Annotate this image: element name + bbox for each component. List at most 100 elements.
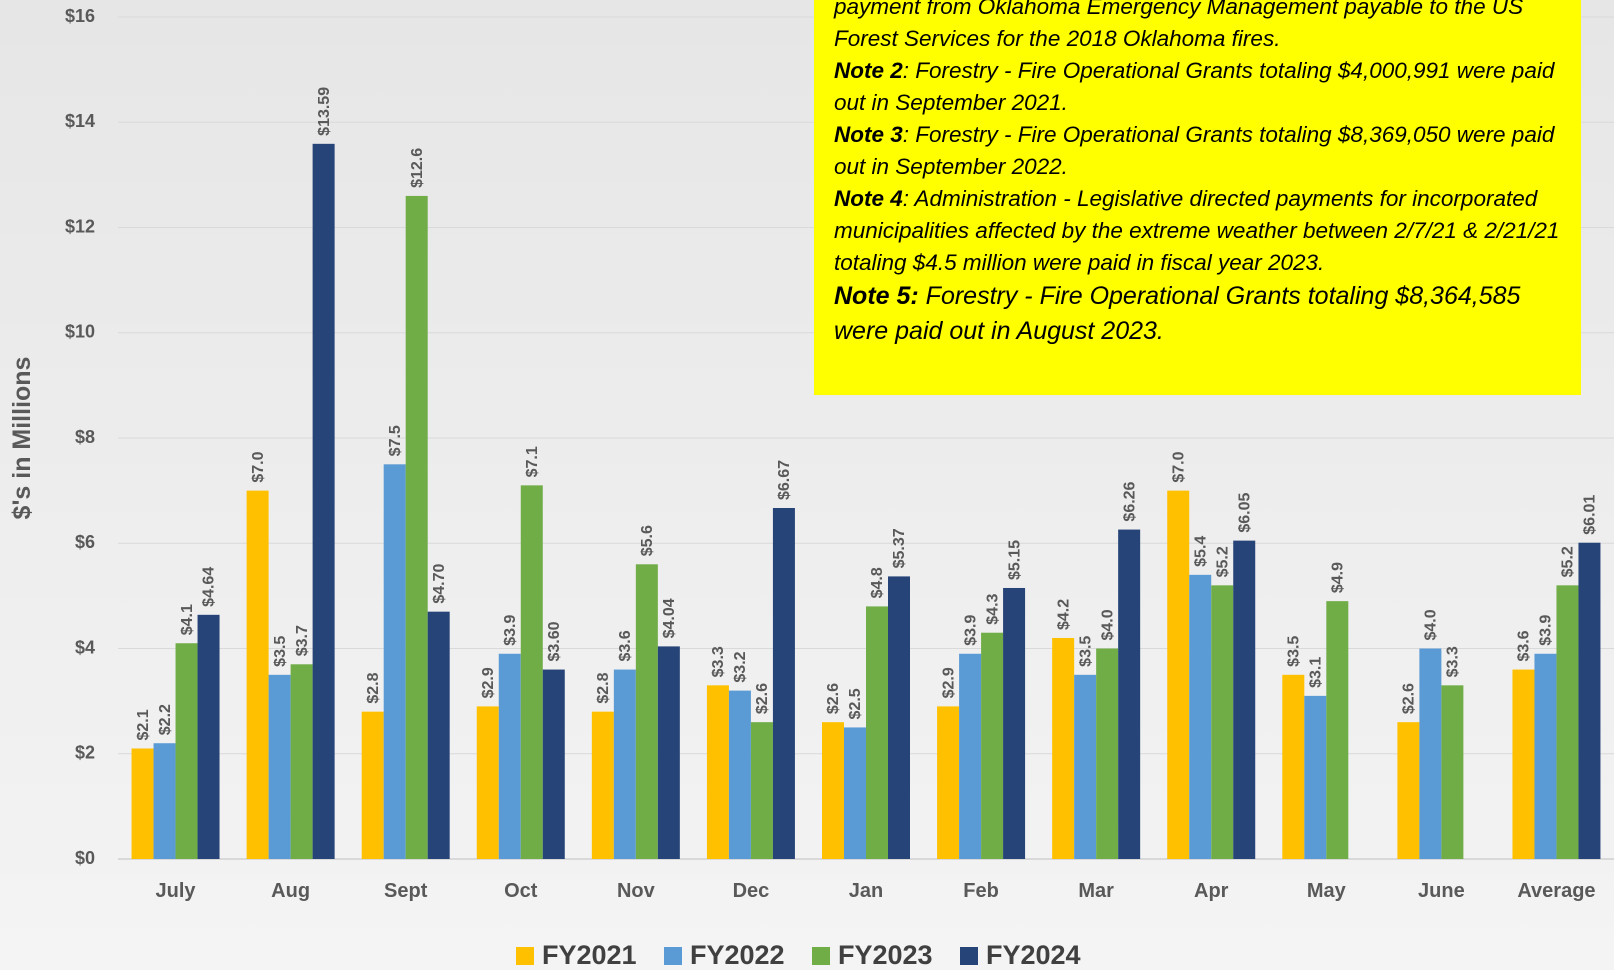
bar — [476, 706, 499, 859]
data-label: $5.2 — [1214, 546, 1231, 577]
bar — [750, 722, 773, 859]
y-axis-title: $'s in Millions — [8, 357, 36, 520]
data-label: $5.15 — [1006, 540, 1023, 580]
legend-label: FY2023 — [838, 940, 933, 970]
y-tick-label: $4 — [75, 637, 95, 657]
y-tick-label: $10 — [65, 322, 95, 342]
bar — [1052, 637, 1075, 859]
data-label: $4.04 — [661, 598, 678, 638]
bar — [1578, 542, 1601, 859]
bar — [1326, 601, 1349, 859]
bar — [981, 632, 1004, 859]
legend-label: FY2024 — [986, 940, 1081, 970]
note-text: : Forestry - Fire Operational Grants tot… — [834, 58, 1555, 115]
data-label: $2.9 — [480, 667, 497, 698]
bar — [1304, 695, 1327, 859]
y-tick-label: $2 — [75, 743, 95, 763]
data-label: $3.5 — [1286, 636, 1303, 667]
bar — [383, 464, 406, 859]
y-tick-label: $16 — [65, 6, 95, 26]
bar — [772, 507, 795, 859]
y-tick-label: $12 — [65, 216, 95, 236]
data-label: $12.6 — [409, 148, 426, 188]
y-tick-label: $0 — [75, 848, 95, 868]
x-tick-label: Nov — [617, 880, 656, 902]
data-label: $3.60 — [546, 621, 563, 661]
bar — [959, 653, 982, 859]
data-label: $3.5 — [272, 636, 289, 667]
bar — [635, 564, 658, 859]
data-label: $3.9 — [502, 615, 519, 646]
bar — [405, 195, 428, 860]
note: Note 4: Administration - Legislative dir… — [834, 183, 1561, 279]
bar — [706, 685, 729, 859]
data-label: $7.5 — [387, 425, 404, 456]
bar — [822, 722, 844, 859]
data-label: $3.3 — [710, 646, 727, 677]
data-label: $2.8 — [595, 672, 612, 703]
bar — [1419, 648, 1442, 859]
note-text: : Administration - Legislative directed … — [834, 186, 1560, 275]
bar — [1096, 648, 1119, 859]
data-label: $6.67 — [776, 460, 793, 500]
data-label: $2.2 — [157, 704, 174, 735]
bar — [312, 143, 335, 860]
note-label: Note 3 — [834, 122, 903, 147]
bar — [591, 711, 614, 859]
note-text: Forestry - Fire Operational Grants total… — [834, 282, 1521, 345]
note-text: : Forestry - Fire Operational Grants tot… — [834, 122, 1555, 179]
note: Note 5: Forestry - Fire Operational Gran… — [834, 279, 1561, 349]
note-text: payment from Oklahoma Emergency Manageme… — [834, 0, 1524, 51]
bar — [1441, 685, 1464, 859]
data-label: $2.1 — [135, 709, 152, 740]
data-label: $3.1 — [1308, 657, 1325, 688]
data-label: $2.8 — [365, 672, 382, 703]
bar — [1189, 574, 1212, 859]
data-label: $2.9 — [940, 667, 957, 698]
bar — [613, 669, 636, 859]
legend-swatch — [664, 947, 682, 965]
bar — [1167, 490, 1190, 859]
data-label: $7.1 — [524, 446, 541, 477]
data-label: $5.37 — [891, 528, 908, 568]
x-tick-label: Jan — [849, 880, 883, 902]
note-label: Note 4 — [834, 186, 903, 211]
bar — [937, 706, 960, 859]
data-label: $5.4 — [1192, 536, 1209, 567]
bar — [844, 727, 866, 859]
bar — [1118, 529, 1141, 859]
x-tick-label: Average — [1517, 880, 1595, 902]
data-label: $4.9 — [1330, 562, 1347, 593]
data-label: $4.64 — [201, 567, 218, 607]
bar — [657, 646, 680, 859]
data-label: $3.6 — [617, 630, 634, 661]
legend-label: FY2022 — [690, 940, 785, 970]
x-tick-label: May — [1307, 880, 1347, 902]
data-label: $6.01 — [1582, 495, 1599, 535]
bar — [520, 485, 543, 859]
note: Note 3: Forestry - Fire Operational Gran… — [834, 119, 1561, 183]
legend-label: FY2021 — [542, 940, 637, 970]
data-label: $5.2 — [1560, 546, 1577, 577]
data-label: $3.5 — [1077, 636, 1094, 667]
bar — [1512, 669, 1535, 859]
data-label: $2.6 — [754, 683, 771, 714]
x-tick-label: Mar — [1078, 880, 1114, 902]
x-tick-label: Aug — [271, 880, 310, 902]
bar — [246, 490, 269, 859]
bar — [175, 643, 198, 859]
legend-swatch — [516, 947, 534, 965]
x-tick-label: Sept — [384, 880, 428, 902]
bar — [498, 653, 521, 859]
bar — [361, 711, 384, 859]
data-label: $5.6 — [639, 525, 656, 556]
data-label: $2.6 — [825, 683, 842, 714]
x-tick-label: July — [156, 880, 197, 902]
data-label: $7.0 — [1170, 451, 1187, 482]
bar — [290, 664, 313, 859]
data-label: $4.0 — [1423, 609, 1440, 640]
bar — [1233, 540, 1256, 859]
data-label: $3.3 — [1445, 646, 1462, 677]
note-label: Note 2 — [834, 58, 903, 83]
